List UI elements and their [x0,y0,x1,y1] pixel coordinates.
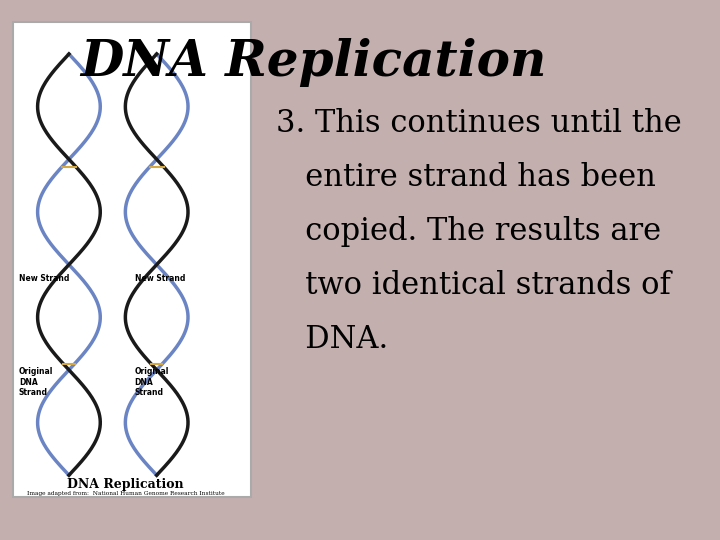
Text: DNA Replication: DNA Replication [80,38,546,87]
Text: Original
DNA
Strand: Original DNA Strand [19,367,53,397]
Text: Original
DNA
Strand: Original DNA Strand [135,367,169,397]
Text: 3. This continues until the: 3. This continues until the [276,108,682,139]
Text: Image adapted from:  National Human Genome Research Institute: Image adapted from: National Human Genom… [27,491,224,496]
Text: DNA.: DNA. [276,324,388,355]
Text: DNA Replication: DNA Replication [67,478,184,491]
Text: New Strand: New Strand [135,274,185,283]
Text: entire strand has been: entire strand has been [276,162,656,193]
Text: copied. The results are: copied. The results are [276,216,661,247]
Text: New Strand: New Strand [19,274,69,283]
FancyBboxPatch shape [12,22,251,497]
Text: two identical strands of: two identical strands of [276,270,670,301]
